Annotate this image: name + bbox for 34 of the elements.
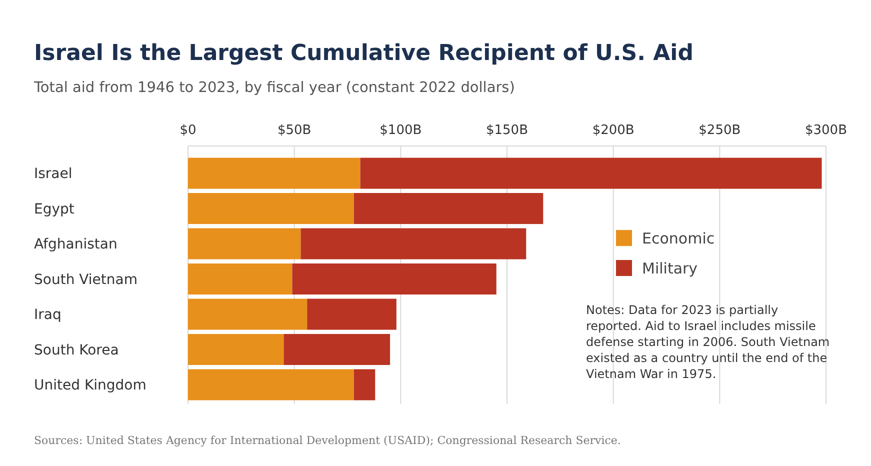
bar [188, 369, 354, 400]
bar [354, 369, 376, 400]
chart-subtitle: Total aid from 1946 to 2023, by fiscal year (constant 2022 dollars) [33, 80, 515, 96]
y-tick-label: South Korea [34, 342, 119, 358]
bar [188, 228, 301, 260]
bar [188, 298, 308, 330]
bar [188, 334, 284, 365]
bar [188, 158, 360, 189]
bar [354, 193, 544, 224]
y-tick-label: Egypt [34, 201, 75, 218]
y-tick-label: Afghanistan [34, 236, 118, 253]
bar [292, 263, 496, 295]
legend-label: Economic [642, 229, 715, 248]
bar [188, 263, 292, 295]
bar [300, 228, 526, 260]
bar [188, 193, 354, 224]
x-tick-label: $300B [804, 123, 848, 138]
x-tick-label: $50B [277, 123, 312, 138]
y-tick-label: Israel [34, 166, 72, 182]
y-tick-label: Iraq [34, 307, 62, 324]
source-note: Sources: United States Agency for International Development (USAID); Congressional Research Service. [34, 434, 621, 447]
bar [284, 334, 390, 365]
x-tick-label: $150B [486, 123, 528, 138]
bar [360, 158, 822, 189]
y-tick-label: South Vietnam [34, 272, 138, 288]
x-tick-label: $0 [180, 123, 196, 138]
y-tick-label: United Kingdom [34, 378, 146, 394]
x-tick-label: $100B [380, 123, 422, 138]
x-tick-label: $250B [698, 123, 741, 138]
chart-title: Israel Is the Largest Cumulative Recipient of U.S. Aid [34, 41, 694, 66]
annotation: Notes: Data for 2023 is partially reported. Aid to Israel includes missile defense starting in 2006. South Vietnam existed as a country until the end of the Vietnam War in 1975. [586, 303, 830, 381]
x-tick-label: $200B [592, 123, 634, 138]
bar [307, 298, 396, 330]
legend-label: Military [642, 259, 698, 278]
